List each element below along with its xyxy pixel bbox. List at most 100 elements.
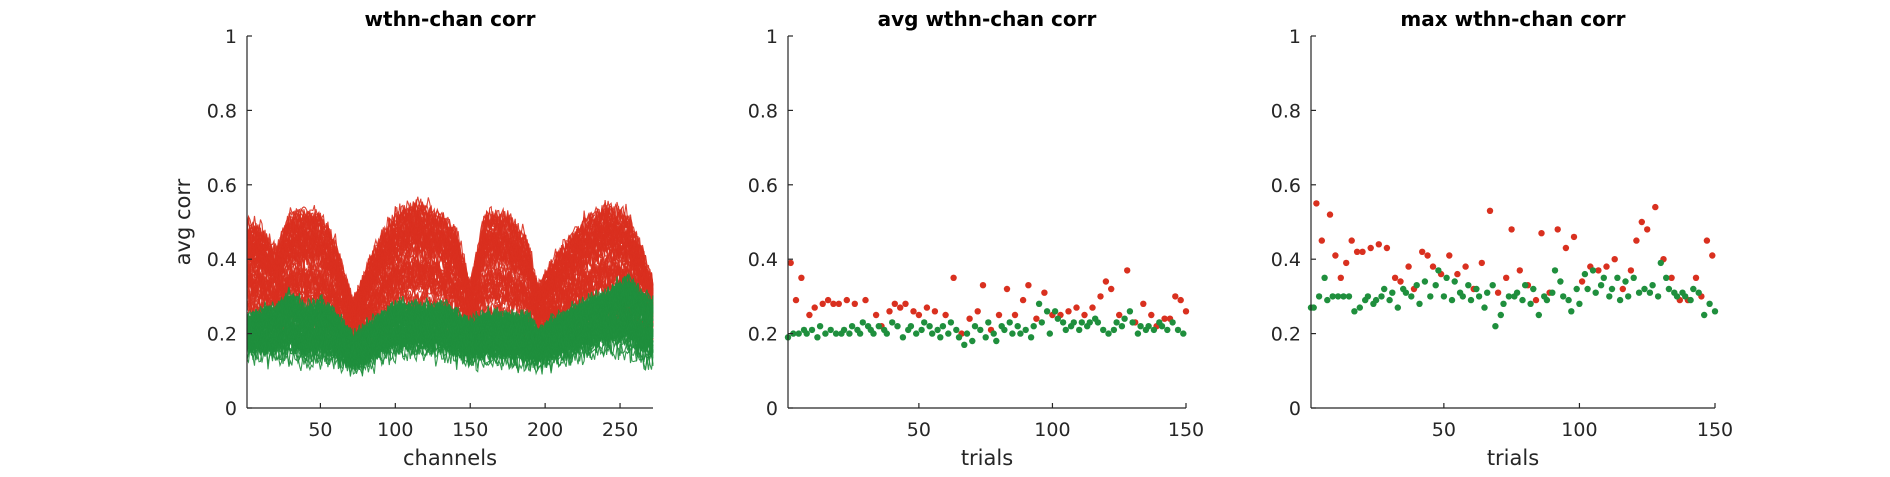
data-point-green-29	[1435, 267, 1442, 274]
data-point-red-1	[787, 259, 794, 267]
x-tick-label: 150	[452, 419, 488, 441]
data-point-green-52	[1530, 285, 1537, 293]
data-point-red-17	[897, 304, 904, 311]
data-point-green-52	[1001, 326, 1008, 334]
data-point-green-59	[1560, 293, 1567, 300]
data-point-red-40	[1595, 267, 1602, 274]
data-point-red-41	[1603, 263, 1610, 270]
y-tick-label: 1	[766, 26, 778, 48]
data-point-green-25	[1416, 300, 1423, 307]
x-tick-label: 50	[907, 419, 931, 441]
data-point-red-9	[1359, 248, 1366, 255]
data-point-red-23	[1462, 263, 1469, 270]
data-point-green-32	[921, 319, 928, 326]
data-point-green-38	[1473, 285, 1480, 293]
plot-area	[246, 196, 654, 377]
data-point-green-24	[1413, 282, 1420, 289]
data-point-green-28	[1432, 282, 1439, 289]
data-point-red-4	[1332, 252, 1339, 259]
data-point-green-44	[1497, 311, 1505, 319]
data-point-green-75	[1094, 319, 1102, 326]
data-point-red-13	[872, 311, 880, 319]
data-point-green-81	[1654, 293, 1662, 300]
data-point-green-56	[1549, 289, 1556, 296]
data-point-green-23	[1408, 293, 1415, 300]
data-point-red-9	[835, 300, 842, 307]
data-point-red-42	[1089, 304, 1096, 311]
data-point-red-12	[862, 296, 869, 304]
data-point-red-32	[1011, 311, 1019, 319]
data-point-green-45	[971, 323, 979, 330]
y-tick-label: 0.2	[748, 324, 778, 346]
data-point-green-41	[955, 334, 963, 341]
data-point-red-8	[830, 300, 837, 307]
data-point-red-40	[1073, 304, 1080, 311]
data-point-green-76	[1100, 326, 1107, 334]
data-point-red-46	[1638, 218, 1646, 226]
x-tick-label: 100	[1034, 419, 1070, 441]
data-point-green-91	[1164, 326, 1171, 334]
data-point-red-20	[915, 311, 923, 319]
data-point-green-63	[1046, 330, 1054, 337]
data-point-green-31	[1443, 274, 1450, 281]
data-point-red-5	[811, 304, 818, 311]
data-point-red-15	[1405, 263, 1412, 270]
data-point-red-36	[1041, 289, 1048, 296]
data-point-green-88	[1150, 326, 1158, 334]
x-axis-label: channels	[403, 446, 497, 470]
data-point-green-38	[945, 330, 952, 337]
data-point-red-14	[1397, 278, 1404, 285]
data-point-red-8	[1353, 248, 1361, 255]
data-point-red-3	[798, 274, 805, 281]
data-point-green-15	[848, 323, 856, 330]
data-point-green-16	[1378, 293, 1385, 300]
data-point-green-80	[1118, 323, 1126, 330]
data-point-red-33	[1538, 230, 1545, 237]
data-point-red-22	[931, 308, 939, 315]
data-point-green-34	[929, 330, 936, 337]
data-point-green-79	[1113, 319, 1120, 326]
data-point-green-82	[1126, 308, 1134, 315]
data-point-green-60	[1565, 296, 1572, 304]
data-point-red-27	[974, 308, 981, 315]
data-point-green-84	[1665, 285, 1673, 293]
data-point-green-46	[1505, 293, 1513, 300]
data-point-green-24	[883, 330, 890, 337]
data-point-green-90	[1690, 285, 1697, 293]
data-point-red-4	[806, 311, 813, 319]
data-point-green-22	[1402, 289, 1410, 296]
data-point-red-26	[1486, 207, 1494, 214]
data-point-green-33	[1451, 278, 1458, 285]
data-point-green-67	[1062, 326, 1070, 334]
data-point-green-18	[859, 319, 866, 326]
data-point-green-64	[1581, 270, 1589, 278]
data-point-green-51	[1527, 300, 1534, 307]
data-point-green-3	[1315, 293, 1323, 300]
series-line-red-65	[246, 201, 654, 307]
data-point-green-25	[889, 319, 896, 326]
chart-title: avg wthn-chan corr	[878, 7, 1097, 31]
data-point-green-48	[985, 319, 992, 326]
data-point-red-45	[1108, 285, 1115, 293]
data-point-green-62	[1043, 308, 1051, 315]
data-point-green-37	[939, 323, 947, 330]
data-point-green-9	[822, 330, 829, 337]
data-point-red-36	[1562, 244, 1570, 252]
data-point-red-50	[1148, 311, 1155, 319]
data-point-red-43	[1619, 285, 1627, 293]
data-point-green-92	[1169, 319, 1176, 326]
data-point-red-12	[1383, 244, 1391, 252]
data-point-green-39	[1475, 293, 1483, 300]
data-point-red-24	[950, 274, 957, 281]
data-point-green-57	[1022, 326, 1029, 334]
data-point-green-87	[1145, 323, 1152, 330]
data-point-green-81	[1121, 315, 1128, 322]
data-point-green-42	[961, 341, 968, 348]
x-tick-label: 50	[1432, 419, 1456, 441]
data-point-green-71	[1608, 285, 1616, 293]
y-tick-label: 0.4	[207, 249, 237, 271]
data-point-green-36	[1465, 282, 1472, 289]
data-point-green-40	[953, 326, 960, 334]
y-tick-label: 0.4	[1271, 249, 1301, 271]
